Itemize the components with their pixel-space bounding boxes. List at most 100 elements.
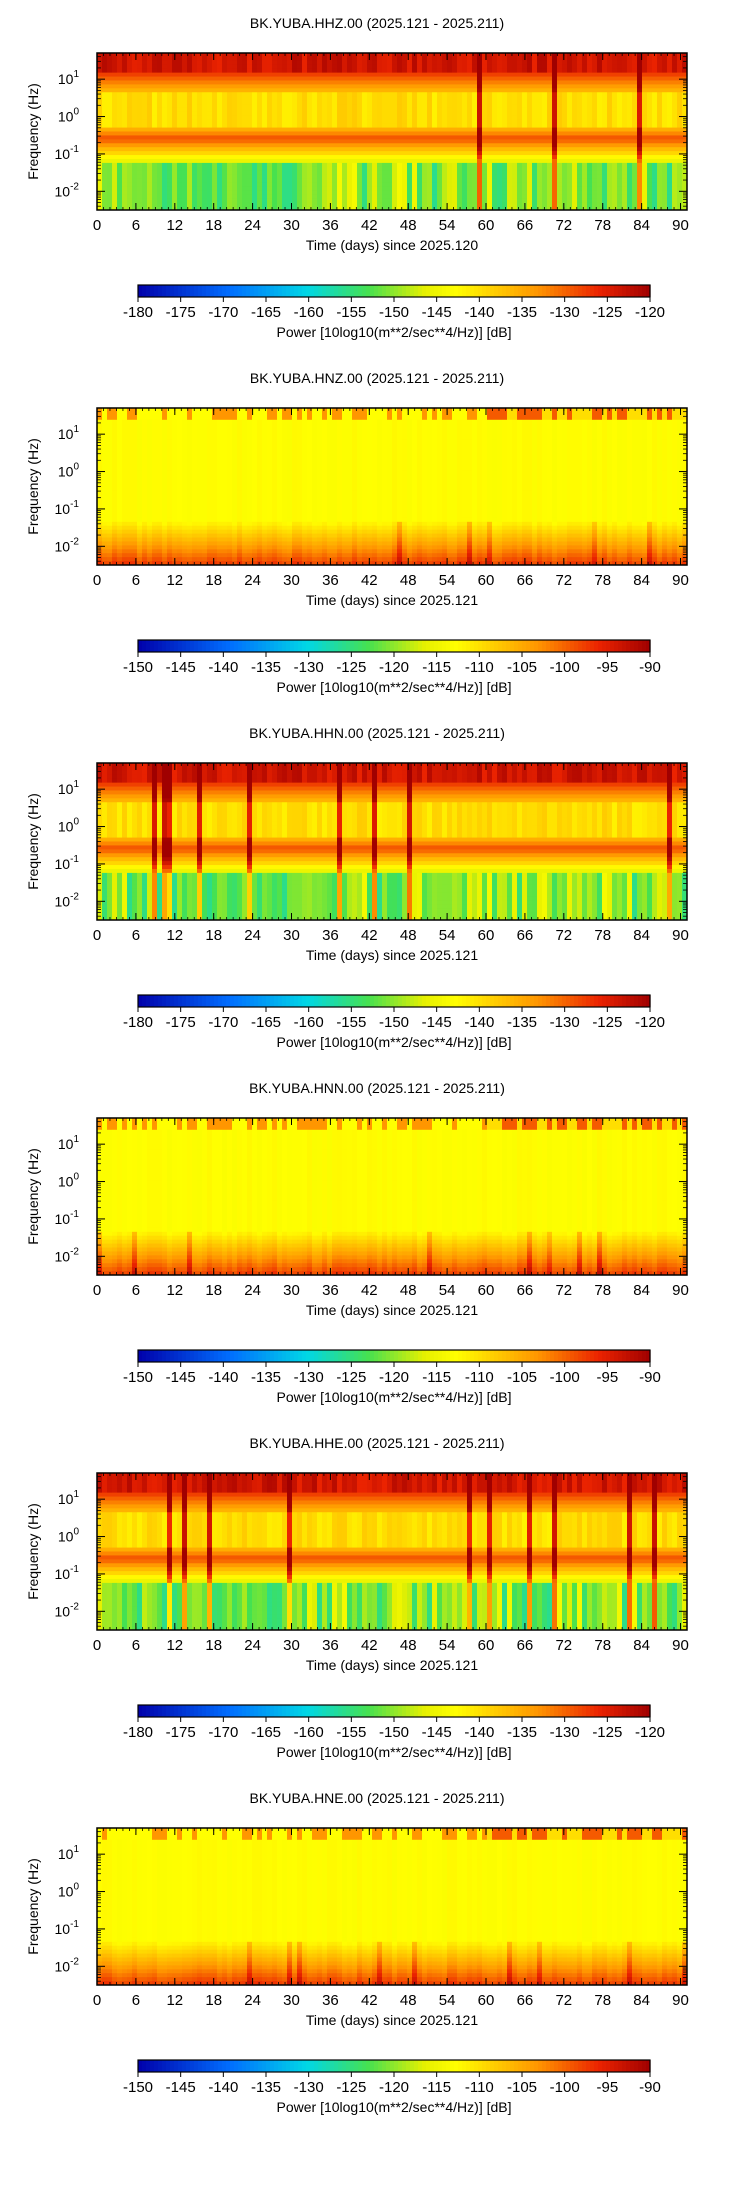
colorbar-tick-label: -135	[251, 659, 281, 676]
x-tick-label: 66	[517, 572, 534, 589]
colorbar	[138, 2060, 651, 2072]
colorbar-tick-label: -95	[596, 2079, 618, 2096]
y-tick-label: 100	[58, 107, 80, 125]
x-tick-label: 60	[478, 1282, 495, 1299]
panel-title: BK.YUBA.HHZ.00 (2025.121 - 2025.211)	[250, 15, 504, 31]
colorbar	[138, 1705, 651, 1717]
x-axis-label: Time (days) since 2025.121	[306, 1657, 478, 1673]
colorbar-tick-label: -125	[592, 1014, 622, 1031]
x-axis-label: Time (days) since 2025.121	[306, 592, 478, 608]
spectrogram-panel: BK.YUBA.HNE.00 (2025.121 - 2025.211) 0 6 12…	[25, 1790, 689, 2115]
x-tick-label: 36	[322, 572, 339, 589]
x-tick-label: 90	[672, 217, 689, 234]
colorbar-tick-label: -90	[639, 1369, 661, 1386]
colorbar-tick-label: -170	[208, 1014, 238, 1031]
y-tick-label: 10-1	[55, 499, 80, 517]
x-tick-label: 36	[322, 217, 339, 234]
colorbar-tick-label: -90	[639, 2079, 661, 2096]
y-tick-label: 10-2	[55, 181, 80, 199]
panel-title: BK.YUBA.HNN.00 (2025.121 - 2025.211)	[249, 1080, 505, 1096]
x-tick-label: 36	[322, 1992, 339, 2009]
x-tick-label: 30	[283, 1637, 300, 1654]
colorbar-tick-label: -130	[550, 1724, 580, 1741]
x-tick-label: 84	[633, 1992, 650, 2009]
x-tick-label: 84	[633, 1282, 650, 1299]
x-tick-label: 36	[322, 1637, 339, 1654]
x-tick-label: 60	[478, 1637, 495, 1654]
x-tick-label: 78	[594, 1282, 611, 1299]
x-tick-label: 66	[517, 1282, 534, 1299]
colorbar-tick-label: -130	[294, 2079, 324, 2096]
spectrogram-panel: BK.YUBA.HNN.00 (2025.121 - 2025.211) 0 6 12…	[25, 1080, 689, 1405]
x-tick-label: 0	[93, 1282, 101, 1299]
x-tick-label: 60	[478, 1992, 495, 2009]
colorbar-tick-label: -130	[550, 1014, 580, 1031]
colorbar-tick-label: -160	[294, 1014, 324, 1031]
colorbar-tick-label: -125	[336, 2079, 366, 2096]
x-tick-label: 30	[283, 1282, 300, 1299]
x-tick-label: 12	[166, 1637, 183, 1654]
colorbar-tick-label: -110	[465, 1369, 494, 1386]
x-tick-label: 18	[205, 1992, 222, 2009]
colorbar-tick-label: -90	[639, 659, 661, 676]
colorbar-tick-label: -145	[166, 1369, 196, 1386]
x-tick-label: 24	[244, 1282, 261, 1299]
x-tick-label: 78	[594, 1637, 611, 1654]
x-axis-label: Time (days) since 2025.120	[306, 237, 478, 253]
y-tick-label: 10-2	[55, 536, 80, 554]
x-tick-label: 0	[93, 572, 101, 589]
x-tick-label: 60	[478, 217, 495, 234]
colorbar	[138, 1350, 651, 1362]
x-tick-label: 54	[439, 1637, 456, 1654]
y-axis-label: Frequency (Hz)	[25, 1858, 41, 1954]
x-tick-label: 90	[672, 927, 689, 944]
y-axis-label: Frequency (Hz)	[25, 1148, 41, 1244]
colorbar-tick-label: -120	[635, 1724, 665, 1741]
colorbar	[138, 995, 651, 1007]
x-tick-label: 24	[244, 572, 261, 589]
heatmap-cells	[97, 53, 687, 210]
colorbar-tick-label: -135	[251, 2079, 281, 2096]
x-tick-label: 36	[322, 927, 339, 944]
y-tick-label: 10-1	[55, 1919, 80, 1937]
spectrogram-panel: BK.YUBA.HHN.00 (2025.121 - 2025.211) 0 6 12…	[25, 725, 689, 1050]
colorbar-tick-label: -155	[336, 1724, 366, 1741]
y-tick-label: 101	[58, 1134, 80, 1152]
colorbar-tick-label: -120	[379, 659, 409, 676]
x-tick-label: 60	[478, 572, 495, 589]
x-tick-label: 78	[594, 1992, 611, 2009]
colorbar-tick-label: -150	[123, 2079, 153, 2096]
y-tick-label: 10-2	[55, 891, 80, 909]
colorbar-tick-label: -125	[336, 659, 366, 676]
colorbar	[138, 285, 651, 297]
x-tick-label: 12	[166, 927, 183, 944]
colorbar-tick-label: -120	[635, 304, 665, 321]
y-tick-label: 101	[58, 1844, 80, 1862]
colorbar-label: Power [10log10(m**2/sec**4/Hz)] [dB]	[277, 1389, 512, 1405]
x-tick-label: 72	[555, 1637, 572, 1654]
colorbar-tick-label: -135	[507, 304, 537, 321]
x-tick-label: 72	[555, 927, 572, 944]
x-tick-label: 54	[439, 1992, 456, 2009]
x-tick-label: 0	[93, 217, 101, 234]
x-tick-label: 84	[633, 217, 650, 234]
heatmap-cells	[97, 763, 687, 920]
colorbar-tick-label: -120	[379, 2079, 409, 2096]
colorbar-tick-label: -125	[336, 1369, 366, 1386]
colorbar-tick-label: -115	[422, 1369, 451, 1386]
colorbar-tick-label: -100	[550, 659, 580, 676]
x-tick-label: 48	[400, 927, 417, 944]
colorbar-tick-label: -150	[379, 1724, 409, 1741]
x-tick-label: 48	[400, 1637, 417, 1654]
x-tick-label: 72	[555, 1992, 572, 2009]
y-tick-label: 100	[58, 817, 80, 835]
x-tick-label: 84	[633, 1637, 650, 1654]
x-tick-label: 36	[322, 1282, 339, 1299]
colorbar-tick-label: -130	[294, 1369, 324, 1386]
x-tick-label: 66	[517, 927, 534, 944]
y-tick-label: 10-1	[55, 854, 80, 872]
x-tick-label: 48	[400, 217, 417, 234]
colorbar-tick-label: -180	[123, 1724, 153, 1741]
y-tick-label: 100	[58, 1172, 80, 1190]
x-tick-label: 12	[166, 572, 183, 589]
